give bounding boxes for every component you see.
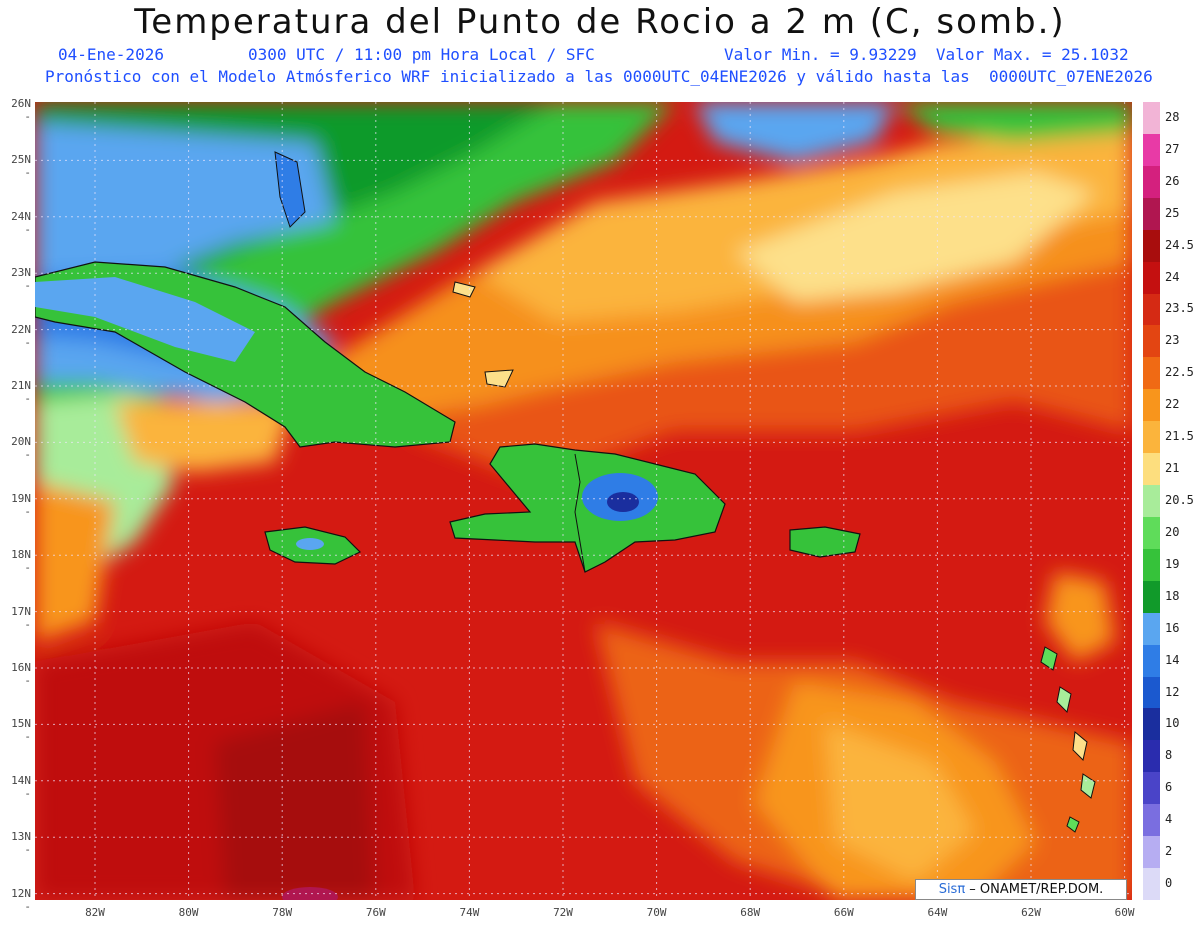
colorbar-segment [1143, 708, 1160, 741]
longitude-label: 74W [459, 906, 480, 919]
dew-point-map [35, 102, 1132, 900]
longitude-label: 78W [272, 906, 293, 919]
colorbar-segment [1143, 165, 1160, 199]
colorbar-label: 20.5 [1165, 493, 1194, 507]
colorbar-segment [1143, 580, 1160, 614]
colorbar-label: 23.5 [1165, 301, 1194, 316]
colorbar-segment [1143, 325, 1160, 358]
colorbar-segment [1143, 357, 1160, 390]
colorbar-label: 22.5 [1165, 365, 1194, 380]
colorbar-label: 14 [1165, 652, 1180, 667]
colorbar-label: 27 [1165, 141, 1180, 156]
latitude-label: 25N - [11, 153, 31, 180]
latitude-label: 24N - [11, 209, 31, 236]
latitude-label: 20N - [11, 435, 31, 462]
latitude-label: 22N - [11, 322, 31, 349]
latitude-label: 14N - [11, 773, 31, 800]
longitude-label: 62W [1021, 906, 1041, 919]
colorbar-segment [1143, 772, 1160, 805]
colorbar-label: 19 [1165, 556, 1180, 571]
credit-box: Sisπ – ONAMET/REP.DOM. [915, 879, 1127, 900]
colorbar-label: 16 [1165, 620, 1180, 635]
colorbar-label: 12 [1165, 684, 1180, 699]
colorbar-segment [1143, 836, 1160, 869]
colorbar-label: 24 [1165, 269, 1180, 284]
longitude-label: 80W [178, 906, 199, 919]
colorbar-segment [1143, 548, 1160, 582]
longitude-label: 82W [85, 906, 105, 919]
longitude-label: 68W [740, 906, 761, 919]
colorbar-label: 4 [1165, 812, 1173, 827]
colorbar-label: 20 [1165, 524, 1180, 539]
latitude-label: 13N - [11, 830, 31, 857]
longitude-label: 60W [1114, 906, 1135, 919]
colorbar-label: 10 [1165, 716, 1180, 731]
latitude-label: 17N - [11, 604, 31, 631]
credit-text: – ONAMET/REP.DOM. [965, 882, 1104, 897]
latitude-label: 16N - [11, 661, 31, 687]
colorbar-segment [1143, 102, 1160, 135]
sispi-logo: Sisπ [938, 882, 966, 897]
colorbar-label: 2 [1165, 844, 1173, 859]
value-range: Valor Min. = 9.93229 Valor Max. = 25.103… [724, 45, 1129, 64]
colorbar-label: 28 [1165, 109, 1180, 124]
latitude-label: 12N - [11, 886, 31, 913]
colorbar-segment [1143, 740, 1160, 773]
colorbar-label: 21.5 [1165, 429, 1194, 444]
colorbar-label: 25 [1165, 205, 1180, 220]
colorbar-label: 0 [1165, 876, 1173, 891]
latitude-label: 15N - [11, 717, 31, 744]
longitude-label: 76W [365, 906, 386, 919]
colorbar-segment [1143, 644, 1160, 678]
colorbar-segment [1143, 389, 1160, 422]
colorbar-segment [1143, 133, 1160, 167]
longitude-label: 64W [927, 906, 948, 919]
colorbar-segment [1143, 229, 1160, 263]
longitude-label: 70W [646, 906, 667, 919]
forecast-time: 0300 UTC / 11:00 pm Hora Local / SFC [248, 45, 595, 64]
colorbar-segment [1143, 421, 1160, 454]
colorbar-label: 22 [1165, 397, 1180, 412]
longitude-label: 72W [553, 906, 573, 919]
colorbar-segment [1143, 676, 1160, 709]
colorbar-segment [1143, 804, 1160, 837]
colorbar-segment [1143, 453, 1160, 486]
colorbar-label: 26 [1165, 173, 1180, 188]
colorbar-label: 6 [1165, 780, 1173, 795]
colorbar-segment [1143, 516, 1160, 550]
colorbar-segment [1143, 868, 1160, 901]
colorbar-label: 21 [1165, 461, 1180, 476]
longitude-label: 66W [833, 906, 854, 919]
colorbar-segment [1143, 197, 1160, 231]
model-info: Pronóstico con el Modelo Atmósferico WRF… [45, 67, 1153, 86]
colorbar-segment [1143, 612, 1160, 646]
latitude-label: 21N - [11, 379, 31, 405]
colorbar-segment [1143, 261, 1160, 294]
colorbar-label: 18 [1165, 588, 1180, 603]
latitude-label: 19N - [11, 491, 31, 518]
colorbar-segment [1143, 293, 1160, 326]
latitude-label: 18N - [11, 548, 31, 575]
colorbar-label: 8 [1165, 748, 1173, 763]
forecast-date: 04-Ene-2026 [58, 45, 164, 64]
colorbar-label: 24.5 [1165, 237, 1194, 252]
latitude-label: 23N - [11, 266, 31, 293]
colorbar-segment [1143, 485, 1160, 518]
colorbar-label: 23 [1165, 333, 1180, 348]
map-title: Temperatura del Punto de Rocio a 2 m (C,… [134, 2, 1066, 42]
latitude-label: 26N - [11, 97, 31, 123]
